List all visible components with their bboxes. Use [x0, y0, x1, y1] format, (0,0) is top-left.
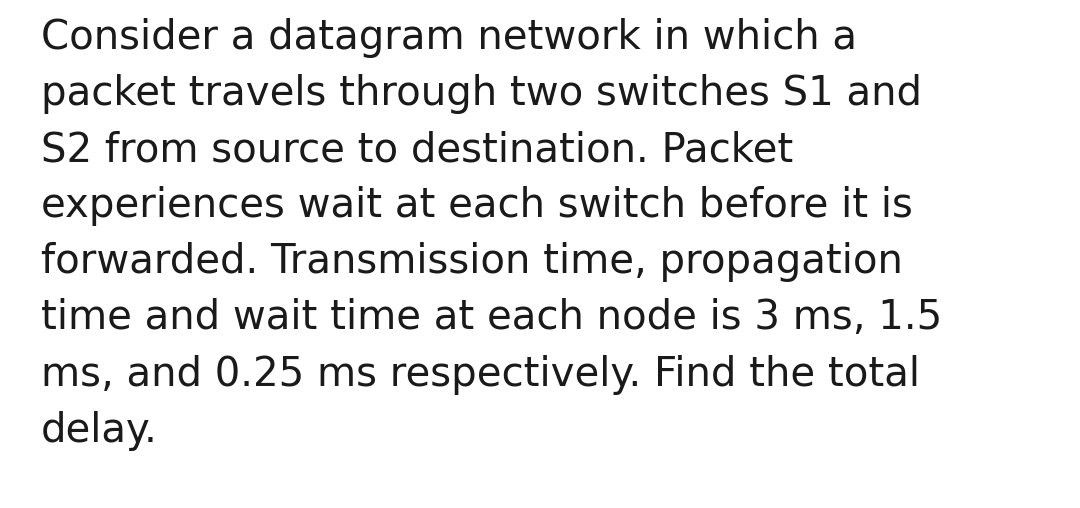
Text: Consider a datagram network in which a
packet travels through two switches S1 an: Consider a datagram network in which a p… — [41, 18, 942, 451]
